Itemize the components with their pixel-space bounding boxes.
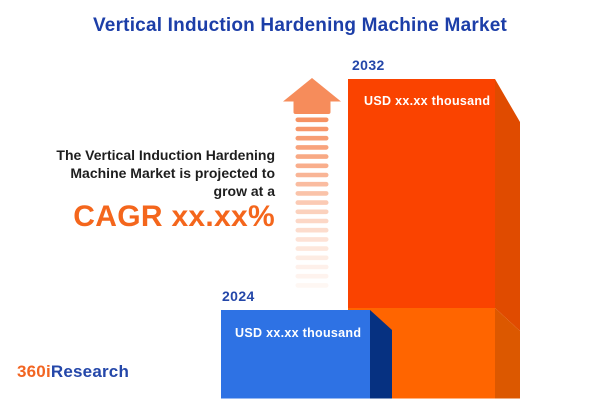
bar-label-2032: 2032 (352, 57, 385, 73)
bar-2024-front (221, 310, 370, 399)
projection-text: The Vertical Induction Hardening Machine… (0, 146, 275, 200)
projection-line-3: grow at a (213, 183, 275, 199)
growth-arrow-icon (283, 78, 341, 288)
bar-2024-side (370, 310, 392, 399)
arrow-tail-dashes (295, 117, 329, 288)
bar-2024 (221, 310, 392, 399)
arrow-neck (293, 100, 331, 114)
bar-2032-front-upper (348, 79, 495, 308)
bar-label-2024: 2024 (222, 288, 255, 304)
arrow-head (283, 78, 341, 102)
bar-2032-side-upper (495, 79, 520, 331)
page-title: Vertical Induction Hardening Machine Mar… (92, 15, 508, 36)
logo-360i: 360i (17, 362, 51, 381)
cagr-value: CAGR xx.xx% (73, 200, 275, 233)
bar-value-2032: USD xx.xx thousand (364, 94, 491, 108)
logo-research: Research (50, 362, 130, 381)
logo: 360iResearch (17, 362, 129, 382)
projection-line-1: The Vertical Induction Hardening (56, 147, 275, 163)
bar-2032-side-lower (495, 308, 520, 399)
bar-value-2024: USD xx.xx thousand (235, 326, 362, 340)
projection-line-2: Machine Market is projected to (70, 165, 275, 181)
